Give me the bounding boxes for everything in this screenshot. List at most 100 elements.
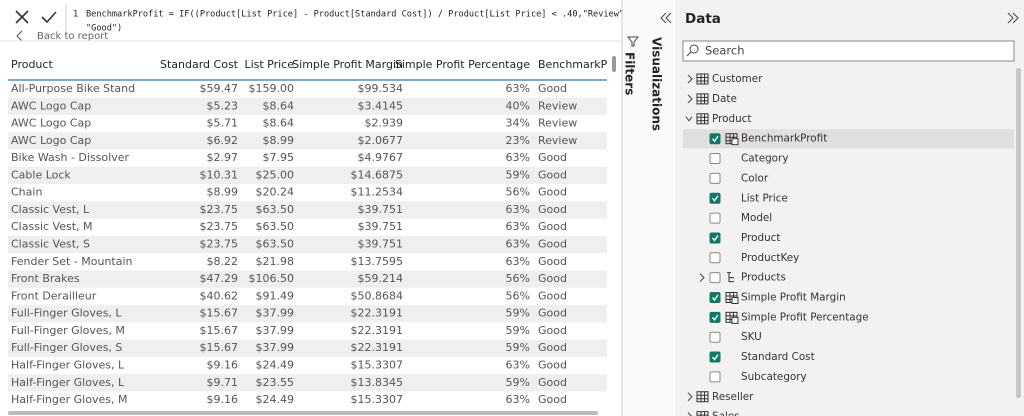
cell: $23.75 xyxy=(200,220,239,233)
cell: 56% xyxy=(506,186,530,199)
cell: 63% xyxy=(506,220,530,233)
field-name[interactable]: ProductKey xyxy=(741,252,799,264)
checkbox[interactable] xyxy=(709,311,721,323)
back-link[interactable]: Back to report xyxy=(37,31,108,42)
scrollbar[interactable] xyxy=(612,56,616,72)
field-name[interactable]: Color xyxy=(741,172,769,184)
field-name[interactable]: List Price xyxy=(741,192,788,204)
checkbox[interactable] xyxy=(709,133,721,145)
column-header[interactable]: List Price xyxy=(244,58,294,71)
chevron[interactable] xyxy=(687,94,693,104)
checkbox[interactable] xyxy=(709,371,721,383)
cell: Chain xyxy=(11,186,42,199)
scrollbar[interactable] xyxy=(1016,68,1021,398)
cell: Half-Finger Gloves, L xyxy=(11,376,125,389)
checkbox[interactable] xyxy=(709,292,721,303)
chevron[interactable] xyxy=(687,412,693,416)
checkbox[interactable] xyxy=(709,212,721,224)
table-name[interactable]: Sales xyxy=(712,411,740,416)
cell: $24.49 xyxy=(256,358,295,371)
cell: $23.55 xyxy=(256,376,295,389)
chevron[interactable] xyxy=(687,74,693,84)
cell: $22.3191 xyxy=(351,307,404,320)
column-header[interactable]: Simple Profit Percentage xyxy=(395,58,530,71)
cell: $8.64 xyxy=(263,99,295,112)
cell: $23.75 xyxy=(200,203,239,216)
cell: Bike Wash - Dissolver xyxy=(11,151,129,164)
cell: $5.23 xyxy=(207,99,239,112)
cell: 59% xyxy=(506,307,530,320)
table-icon xyxy=(696,93,709,105)
cell: $8.99 xyxy=(263,134,295,147)
checkmark xyxy=(711,294,719,302)
cell: $59.214 xyxy=(358,272,404,285)
column-header[interactable]: Standard Cost xyxy=(160,58,239,71)
checkbox[interactable] xyxy=(709,252,721,264)
cell: Good xyxy=(538,358,567,371)
field-name[interactable]: Subcategory xyxy=(741,371,807,383)
search-box[interactable] xyxy=(682,40,1015,62)
chevron[interactable] xyxy=(685,116,693,122)
cell: $8.99 xyxy=(207,186,239,199)
table-name[interactable]: Reseller xyxy=(712,391,754,403)
column-header[interactable]: Simple Profit Margin xyxy=(292,58,403,71)
search-icon xyxy=(689,44,699,54)
formula-line: "Good") xyxy=(86,24,122,34)
collapse-icon[interactable] xyxy=(1007,12,1019,24)
cancel-icon[interactable] xyxy=(15,10,29,24)
cell: Front Derailleur xyxy=(11,289,97,302)
cell: $11.2534 xyxy=(351,186,404,199)
search-placeholder[interactable]: Search xyxy=(705,44,745,58)
line-number: 1 xyxy=(73,10,78,20)
field-name[interactable]: Products xyxy=(741,272,786,284)
checkbox[interactable] xyxy=(709,232,721,244)
field-name[interactable]: Simple Profit Percentage xyxy=(741,311,869,323)
field-name[interactable]: Product xyxy=(741,232,780,244)
cell: $63.50 xyxy=(256,203,295,216)
cell: $2.939 xyxy=(365,117,404,130)
field-name[interactable]: BenchmarkProfit xyxy=(741,133,827,145)
visualizations-tab[interactable]: Visualizations xyxy=(650,37,664,131)
table-name[interactable]: Product xyxy=(712,113,751,125)
checkbox[interactable] xyxy=(709,272,721,284)
scrollbar[interactable] xyxy=(8,411,598,415)
checkbox[interactable] xyxy=(709,172,721,184)
column-header[interactable]: BenchmarkProfit xyxy=(538,58,630,71)
field-name[interactable]: Standard Cost xyxy=(741,351,815,363)
cell: $15.67 xyxy=(200,324,239,337)
cell: Review xyxy=(538,134,577,147)
cell: All-Purpose Bike Stand xyxy=(11,82,135,95)
field-name[interactable]: Category xyxy=(741,153,788,165)
table-name[interactable]: Customer xyxy=(712,73,763,85)
field-name[interactable]: Simple Profit Margin xyxy=(741,292,846,304)
cell: Good xyxy=(538,186,567,199)
field-name[interactable]: SKU xyxy=(741,331,762,343)
cell: $15.67 xyxy=(200,341,239,354)
cell: $159.00 xyxy=(249,82,295,95)
filters-tab[interactable]: Filters xyxy=(623,52,637,95)
cell: Good xyxy=(538,307,567,320)
expand-icon[interactable] xyxy=(660,12,672,24)
checkbox[interactable] xyxy=(709,153,721,165)
checkmark xyxy=(711,354,719,361)
cell: 63% xyxy=(506,82,530,95)
row-band xyxy=(8,132,607,150)
checkbox[interactable] xyxy=(709,192,721,204)
cell: Review xyxy=(538,117,577,130)
checkbox[interactable] xyxy=(709,351,721,363)
chevron[interactable] xyxy=(699,273,705,283)
cell: Cable Lock xyxy=(11,168,71,181)
row-band xyxy=(8,166,607,184)
cell: Good xyxy=(538,289,567,302)
checkbox[interactable] xyxy=(709,331,721,343)
field-name[interactable]: Model xyxy=(741,212,772,224)
chevron[interactable] xyxy=(687,392,693,402)
commit-icon[interactable] xyxy=(41,11,57,24)
cell: $8.22 xyxy=(207,255,239,268)
cell: 34% xyxy=(506,117,530,130)
table-icon xyxy=(696,411,709,416)
table-name[interactable]: Date xyxy=(712,93,737,105)
back-icon[interactable] xyxy=(16,30,23,42)
column-header[interactable]: Product xyxy=(11,58,53,71)
cell: $37.99 xyxy=(256,324,295,337)
